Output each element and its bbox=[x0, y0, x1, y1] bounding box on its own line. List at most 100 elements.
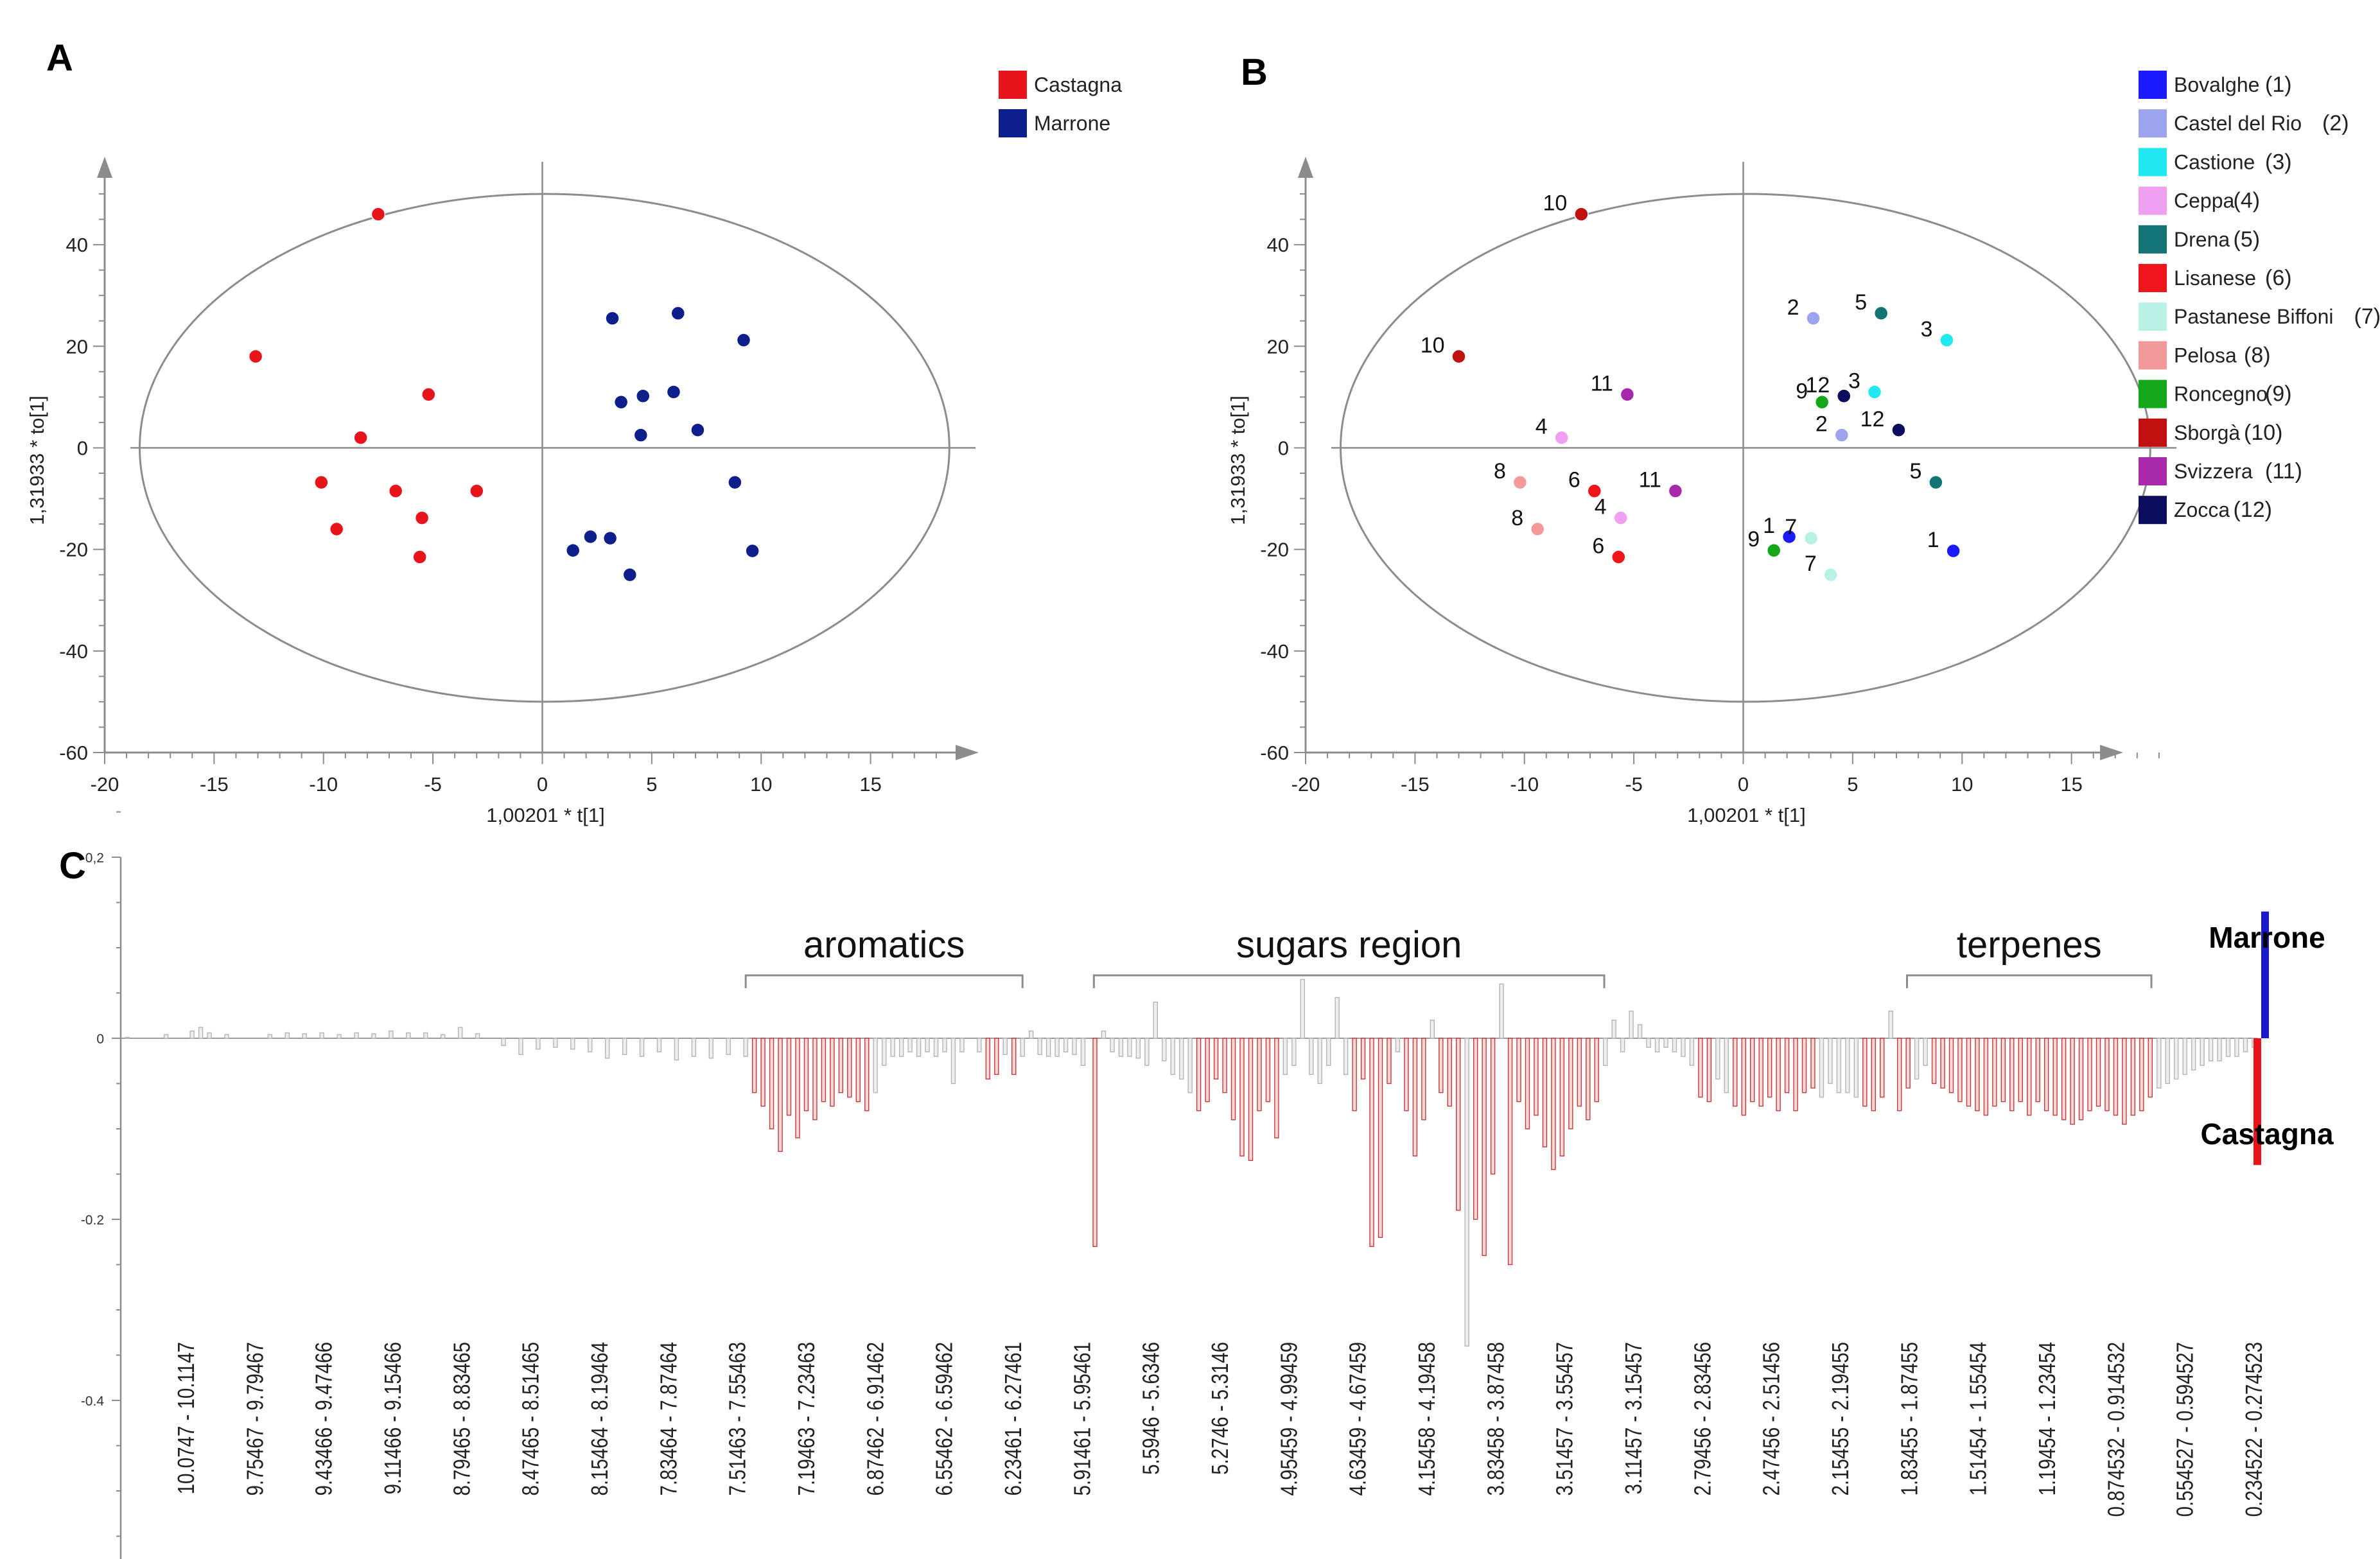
legend-swatch bbox=[2139, 109, 2167, 138]
c-bar bbox=[302, 1033, 307, 1039]
data-point bbox=[329, 521, 344, 537]
c-bar bbox=[1028, 1031, 1034, 1039]
c-bar bbox=[1002, 1038, 1008, 1056]
c-bar bbox=[786, 1038, 792, 1116]
panel-a-scatter: -20 -15 -10 -5 0 5 10 15 -60 -40 -20 0 20 40 1,00201 *… bbox=[26, 71, 1122, 826]
data-point bbox=[1946, 543, 1961, 559]
x-tick-label: 10 bbox=[1951, 773, 1973, 796]
c-bar bbox=[1118, 1038, 1124, 1057]
data-point bbox=[1891, 422, 1906, 438]
c-bar bbox=[2122, 1038, 2127, 1125]
c-bar bbox=[337, 1034, 342, 1039]
c-bar bbox=[1654, 1038, 1660, 1052]
c-bar bbox=[1905, 1038, 1911, 1089]
y-tick-label: -40 bbox=[1260, 640, 1289, 663]
c-bar bbox=[441, 1034, 446, 1039]
c-x-tick-label: 3.83458 - 3.87458 bbox=[1483, 1342, 1509, 1496]
data-point bbox=[1554, 430, 1569, 445]
data-point bbox=[583, 529, 598, 544]
c-bar bbox=[1896, 1038, 1902, 1111]
c-bar bbox=[423, 1032, 428, 1039]
c-bar bbox=[1862, 1038, 1868, 1107]
c-bar bbox=[864, 1038, 870, 1111]
c-bar bbox=[1715, 1038, 1720, 1080]
region-label: sugars region bbox=[1236, 924, 1462, 966]
c-bar bbox=[1966, 1038, 1972, 1107]
legend-label: Pelosa bbox=[2174, 344, 2237, 367]
c-bar bbox=[267, 1034, 273, 1039]
c-bar bbox=[985, 1038, 991, 1080]
c-bar bbox=[674, 1038, 679, 1061]
y-axis-title: 1,31933 * to[1] bbox=[26, 396, 48, 525]
c-bar bbox=[2191, 1038, 2196, 1071]
c-bar bbox=[933, 1038, 939, 1057]
c-bar bbox=[1257, 1038, 1262, 1111]
c-x-tick-label: 0.554527 - 0.594527 bbox=[2172, 1342, 2198, 1517]
data-point-label: 10 bbox=[1421, 333, 1445, 358]
data-point-label: 1 bbox=[1927, 528, 1939, 552]
c-bar bbox=[1343, 1038, 1349, 1076]
data-point bbox=[635, 388, 651, 404]
c-bar bbox=[726, 1038, 731, 1056]
c-x-tick-label: 5.91461 - 5.95461 bbox=[1069, 1342, 1095, 1496]
panel-b-legend: Bovalghe (1) Castel del Rio (2) Castione (3) C… bbox=[2139, 71, 2380, 525]
c-x-tick-label: 6.55462 - 6.59462 bbox=[931, 1342, 957, 1496]
c-bar bbox=[1724, 1038, 1729, 1093]
c-bar bbox=[1135, 1038, 1141, 1059]
c-bar bbox=[1248, 1038, 1254, 1162]
data-point-label: 6 bbox=[1568, 468, 1580, 492]
x-axis-title: 1,00201 * t[1] bbox=[486, 804, 604, 826]
legend-swatch bbox=[2139, 71, 2167, 99]
c-x-tick-label: 8.79465 - 8.83465 bbox=[449, 1342, 475, 1496]
x-tick-label: 0 bbox=[537, 773, 548, 796]
c-bar bbox=[1179, 1038, 1184, 1080]
c-bar bbox=[916, 1038, 922, 1057]
data-point-label: 5 bbox=[1909, 459, 1921, 483]
c-bar bbox=[389, 1031, 394, 1039]
c-bar bbox=[2052, 1038, 2058, 1116]
c-bar bbox=[708, 1038, 714, 1059]
c-bar bbox=[1054, 1038, 1060, 1057]
legend-swatch bbox=[2139, 379, 2167, 408]
c-bar bbox=[1187, 1038, 1193, 1093]
c-bar bbox=[2243, 1038, 2248, 1052]
c-x-tick-label: 5.2746 - 5.3146 bbox=[1207, 1342, 1232, 1475]
c-bar bbox=[1637, 1024, 1643, 1039]
c-bar bbox=[1948, 1038, 1954, 1093]
c-bar bbox=[1836, 1038, 1842, 1093]
c-bar bbox=[1551, 1038, 1556, 1171]
c-bar bbox=[207, 1032, 212, 1039]
legend-number: (6) bbox=[2265, 266, 2292, 290]
c-x-tick-label: 10.0747 - 10.1147 bbox=[173, 1342, 198, 1494]
c-bar bbox=[1611, 1020, 1616, 1039]
c-bar bbox=[769, 1038, 774, 1129]
data-point-label: 1 bbox=[1763, 514, 1775, 538]
c-bar bbox=[1037, 1038, 1042, 1056]
c-bar bbox=[1360, 1038, 1366, 1080]
c-bar bbox=[795, 1038, 800, 1138]
marrone-reference-bar bbox=[2261, 911, 2269, 1038]
c-bar bbox=[1230, 1038, 1236, 1120]
c-bar bbox=[1646, 1038, 1651, 1048]
c-bar bbox=[1395, 1038, 1401, 1052]
c-bar bbox=[907, 1038, 913, 1052]
x-tick-label: 15 bbox=[859, 773, 881, 796]
confidence-ellipse bbox=[1340, 193, 2151, 703]
legend-label: Roncegno bbox=[2174, 383, 2268, 406]
c-bar bbox=[1153, 1001, 1159, 1039]
c-bar bbox=[2217, 1038, 2222, 1061]
c-bar bbox=[1473, 1038, 1478, 1220]
c-bar bbox=[1300, 979, 1305, 1039]
data-point-label: 9 bbox=[1747, 527, 1760, 552]
data-point bbox=[371, 207, 386, 222]
c-bar bbox=[2234, 1038, 2239, 1057]
data-point-label: 10 bbox=[1543, 191, 1568, 216]
c-bar bbox=[2208, 1038, 2214, 1061]
y-tick-label: -60 bbox=[1260, 742, 1289, 764]
data-point bbox=[605, 311, 620, 326]
y-tick-label: -20 bbox=[1260, 539, 1289, 561]
x-axis-arrow bbox=[2100, 745, 2123, 760]
data-point bbox=[622, 567, 638, 582]
